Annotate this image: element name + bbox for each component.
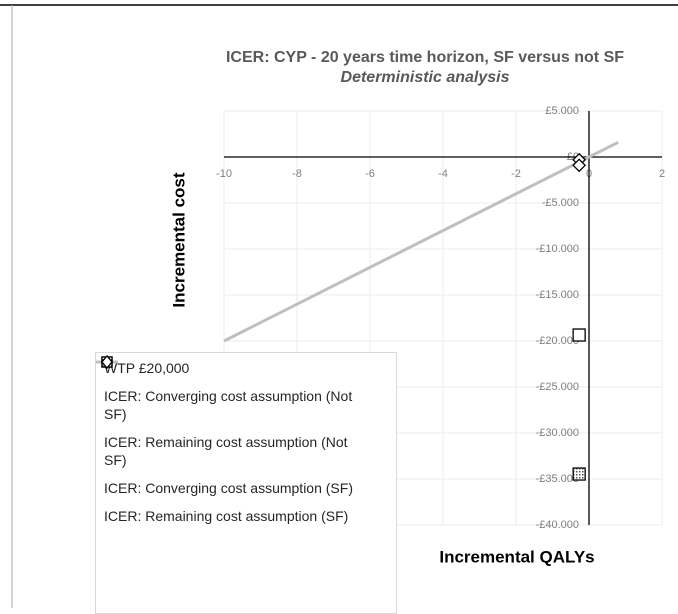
legend-label: ICER: Converging cost assumption (Not SF…	[104, 388, 353, 422]
legend: WTP £20,000 ICER: Converging cost assumpt…	[95, 352, 397, 614]
legend-entry: WTP £20,000	[96, 359, 388, 377]
legend-entry: ICER: Converging cost assumption (Not SF…	[101, 356, 388, 423]
square-marker	[572, 467, 586, 481]
legend-label: ICER: Remaining cost assumption (Not SF)	[104, 434, 348, 468]
y-tick-label: -£10.000	[536, 243, 579, 255]
legend-entry: ICER: Converging cost assumption (SF)	[101, 354, 388, 497]
y-tick-label: -£25.000	[536, 381, 579, 393]
x-tick-label: -8	[292, 168, 302, 180]
chart-title: ICER: CYP - 20 years time horizon, SF ve…	[226, 49, 624, 66]
x-tick-label: 2	[659, 168, 665, 180]
legend-symbol	[101, 354, 113, 370]
square-marker	[572, 328, 586, 342]
y-tick-label: -£20.000	[536, 335, 579, 347]
x-tick-label: -6	[365, 168, 375, 180]
legend-entry: ICER: Remaining cost assumption (Not SF)	[101, 356, 388, 469]
y-tick-label: -£30.000	[536, 427, 579, 439]
marks	[223, 140, 619, 481]
y-axis-label: Incremental cost	[169, 172, 188, 307]
legend-entry: ICER: Remaining cost assumption (SF)	[101, 354, 388, 525]
x-tick-label: -10	[216, 168, 232, 180]
y-tick-label: -£35.000	[536, 473, 579, 485]
legend-label: WTP £20,000	[104, 360, 190, 376]
legend-label: ICER: Remaining cost assumption (SF)	[104, 508, 349, 524]
x-tick-label: -4	[438, 168, 448, 180]
x-tick-label: -2	[511, 168, 521, 180]
legend-label: ICER: Converging cost assumption (SF)	[104, 480, 353, 496]
wtp-line	[223, 140, 619, 343]
y-tick-label: -£40.000	[536, 519, 579, 531]
x-axis-label: Incremental QALYs	[439, 547, 594, 566]
y-tick-label: £5.000	[545, 105, 579, 117]
diamond-marker	[572, 158, 587, 173]
y-tick-label: -£5.000	[542, 197, 579, 209]
chart-subtitle: Deterministic analysis	[341, 69, 510, 86]
y-tick-label: -£15.000	[536, 289, 579, 301]
